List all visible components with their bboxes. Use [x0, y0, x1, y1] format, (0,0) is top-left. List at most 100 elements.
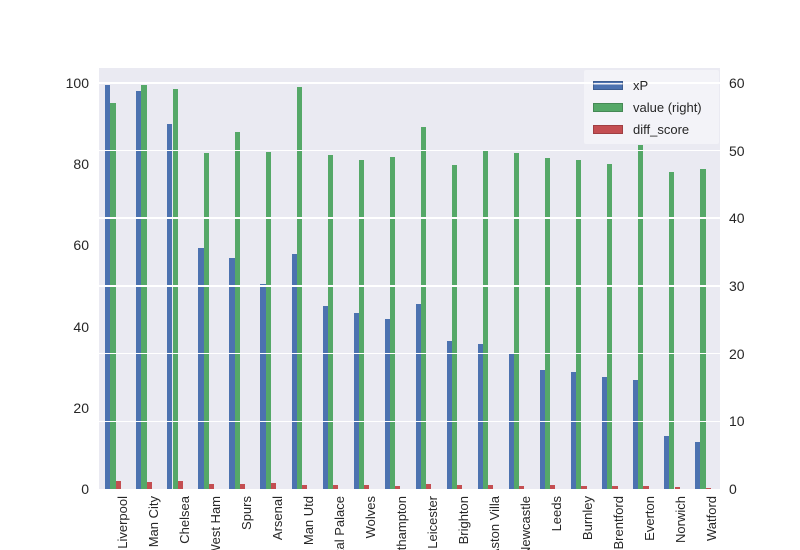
bar-xp-burnley — [570, 372, 577, 489]
bar-value-burnley — [576, 159, 582, 489]
x-label-man-city: Man City — [145, 496, 161, 548]
x-label-chelsea: Chelsea — [176, 496, 192, 544]
x-label-norwich: Norwich — [673, 496, 689, 543]
bar-xp-arsenal — [260, 283, 266, 489]
bar-diff-score-west-ham — [208, 484, 214, 489]
bar-xp-everton — [633, 380, 639, 489]
bar-value-newcastle — [514, 152, 520, 489]
bar-xp-brentford — [602, 376, 608, 489]
bar-value-wolves — [358, 159, 364, 489]
x-label-southampton: Southampton — [393, 496, 409, 550]
bar-diff-score-everton — [643, 485, 649, 489]
bar-diff-score-brighton — [457, 484, 463, 489]
bar-value-liverpool — [110, 103, 116, 489]
bar-value-brighton — [451, 164, 458, 489]
bar-value-chelsea — [172, 88, 178, 489]
left-tick-40: 40 — [73, 318, 89, 335]
left-tick-20: 20 — [73, 399, 89, 416]
bar-diff-score-man-utd — [301, 484, 308, 489]
legend-swatch-diff-score — [593, 124, 623, 134]
x-label-leicester: Leicester — [425, 496, 440, 549]
x-label-watford: Watford — [704, 496, 720, 542]
bar-xp-aston-villa — [477, 344, 483, 489]
bar-value-watford — [700, 168, 706, 489]
x-label-aston-villa: Aston Villa — [487, 496, 503, 550]
bar-diff-score-leicester — [426, 484, 432, 489]
bar-diff-score-liverpool — [115, 480, 121, 489]
bar-xp-brighton — [446, 340, 452, 489]
bar-diff-score-crystal-palace — [332, 485, 339, 489]
bar-xp-chelsea — [167, 123, 173, 489]
right-tick-0: 0 — [729, 481, 737, 497]
legend-row-value: value (right) — [584, 96, 719, 118]
gridline-30 — [99, 285, 720, 287]
bar-xp-watford — [695, 441, 701, 489]
bar-diff-score-aston-villa — [488, 484, 494, 489]
gridline-10 — [99, 420, 720, 423]
right-tick-10: 10 — [729, 413, 745, 430]
bar-value-man-utd — [296, 86, 302, 489]
bar-diff-score-arsenal — [270, 483, 277, 489]
bar-value-spurs — [234, 131, 240, 489]
bar-value-everton — [638, 145, 644, 489]
x-label-crystal-palace: Crystal Palace — [331, 496, 347, 550]
bar-diff-score-newcastle — [519, 485, 525, 489]
x-label-brentford: Brentford — [611, 496, 627, 550]
bar-value-leeds — [545, 157, 551, 489]
bar-xp-crystal-palace — [322, 306, 328, 489]
x-label-west-ham: West Ham — [207, 496, 223, 550]
legend-label-xp: xP — [633, 77, 649, 93]
bar-value-brentford — [607, 164, 613, 489]
bar-value-arsenal — [265, 151, 271, 489]
legend-swatch-value — [593, 102, 623, 112]
bar-xp-leeds — [539, 369, 546, 489]
bar-diff-score-wolves — [364, 485, 370, 489]
right-tick-20: 20 — [729, 345, 745, 362]
bar-diff-score-burnley — [581, 485, 587, 489]
bar-value-norwich — [669, 171, 675, 489]
right-tick-40: 40 — [729, 210, 745, 227]
bar-value-west-ham — [203, 152, 209, 489]
bar-value-man-city — [141, 84, 147, 489]
legend-row-xp: xP — [584, 74, 719, 96]
right-tick-30: 30 — [729, 277, 745, 294]
bar-xp-southampton — [384, 319, 390, 489]
legend-swatch-xp — [593, 80, 623, 90]
bar-diff-score-spurs — [239, 484, 245, 489]
legend-label-diff-score: diff_score — [633, 121, 690, 137]
plot-area — [99, 68, 720, 489]
bar-diff-score-brentford — [612, 486, 618, 489]
bar-value-crystal-palace — [327, 155, 333, 489]
legend-row-diff-score: diff_score — [584, 118, 719, 140]
bar-diff-score-man-city — [146, 481, 152, 489]
bar-diff-score-watford — [705, 487, 711, 489]
bar-diff-score-southampton — [395, 485, 401, 489]
x-label-liverpool: Liverpool — [114, 496, 130, 549]
bar-xp-norwich — [664, 436, 670, 489]
legend: xP value (right) diff_score — [584, 70, 719, 144]
x-label-spurs: Spurs — [238, 496, 254, 530]
left-tick-60: 60 — [73, 237, 89, 254]
x-label-burnley: Burnley — [580, 496, 596, 541]
left-tick-100: 100 — [65, 75, 89, 91]
x-label-leeds: Leeds — [549, 496, 565, 532]
bar-value-aston-villa — [483, 149, 489, 489]
gridline-60 — [99, 82, 720, 84]
bar-xp-west-ham — [198, 248, 204, 489]
gridline-20 — [99, 352, 720, 355]
bar-diff-score-norwich — [674, 486, 680, 489]
bar-diff-score-chelsea — [177, 481, 183, 489]
bar-xp-wolves — [353, 313, 359, 489]
right-tick-60: 60 — [729, 74, 745, 91]
bar-value-southampton — [389, 156, 396, 489]
x-label-man-utd: Man Utd — [300, 496, 316, 546]
x-label-newcastle: Newcastle — [518, 496, 534, 550]
bar-xp-liverpool — [105, 85, 111, 489]
gridline-50 — [99, 149, 720, 152]
right-tick-50: 50 — [729, 142, 745, 159]
bar-xp-man-utd — [291, 253, 297, 489]
x-label-arsenal: Arsenal — [269, 496, 285, 541]
left-tick-0: 0 — [81, 481, 89, 497]
legend-label-value: value (right) — [633, 99, 702, 115]
